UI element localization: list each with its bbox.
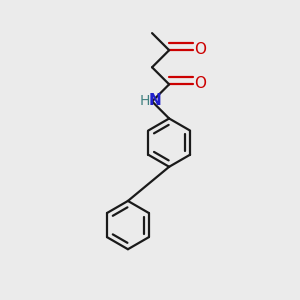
Text: O: O <box>194 42 206 57</box>
Text: O: O <box>194 76 206 91</box>
Text: H: H <box>139 94 150 108</box>
Text: N: N <box>148 93 161 108</box>
